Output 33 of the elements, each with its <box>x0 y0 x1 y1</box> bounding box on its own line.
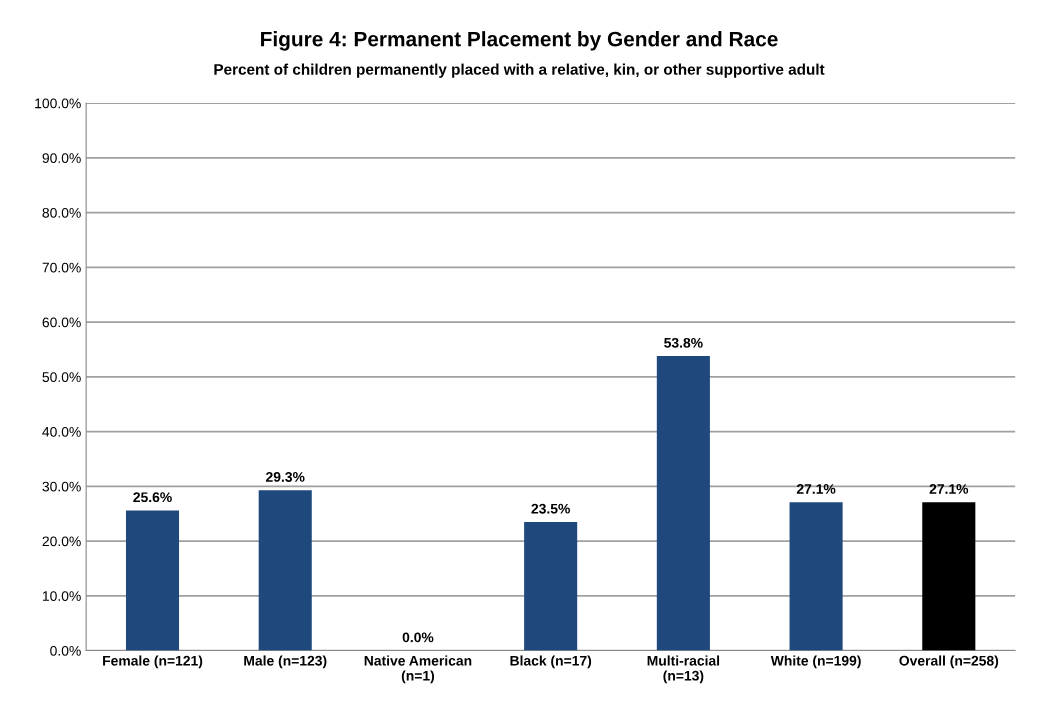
bar <box>656 356 710 651</box>
bar <box>524 521 578 651</box>
bar <box>922 502 976 651</box>
y-tick-label: 90.0% <box>42 153 81 164</box>
x-tick-label: White (n=199) <box>770 655 861 669</box>
chart-subtitle: Percent of children permanently placed with a relative, kin, or other supportive adult <box>214 63 825 78</box>
x-tick-label: Native American (n=1) <box>364 655 472 684</box>
chart-title: Figure 4: Permanent Placement by Gender and Race <box>261 31 778 51</box>
y-tick-label: 40.0% <box>42 426 81 437</box>
data-label: 25.6% <box>133 492 172 503</box>
data-label: 29.3% <box>266 472 305 482</box>
data-label: 27.1% <box>929 484 969 494</box>
data-label: 53.8% <box>664 337 703 348</box>
y-tick-label: 10.0% <box>42 591 81 601</box>
x-tick-label: Overall (n=258) <box>899 655 999 669</box>
y-tick-label: 0.0% <box>50 645 81 656</box>
x-tick-label: Female (n=121) <box>103 655 203 669</box>
y-tick-label: 60.0% <box>42 317 81 328</box>
data-label: 27.1% <box>796 484 836 494</box>
x-tick-label: Male (n=123) <box>244 655 327 669</box>
y-tick-label: 50.0% <box>42 372 81 382</box>
x-tick-label: Black (n=17) <box>510 655 592 669</box>
y-tick-label: 70.0% <box>42 262 81 273</box>
bar <box>258 490 312 651</box>
x-tick-label: Multi-racial (n=13) <box>647 655 720 684</box>
bar <box>125 510 180 651</box>
y-tick-label: 30.0% <box>42 481 81 492</box>
y-tick-label: 80.0% <box>42 207 81 218</box>
data-label: 0.0% <box>402 632 434 643</box>
y-tick-label: 100.0% <box>35 98 81 109</box>
y-tick-label: 20.0% <box>42 536 81 547</box>
bar <box>789 502 843 651</box>
data-label: 23.5% <box>531 503 570 514</box>
